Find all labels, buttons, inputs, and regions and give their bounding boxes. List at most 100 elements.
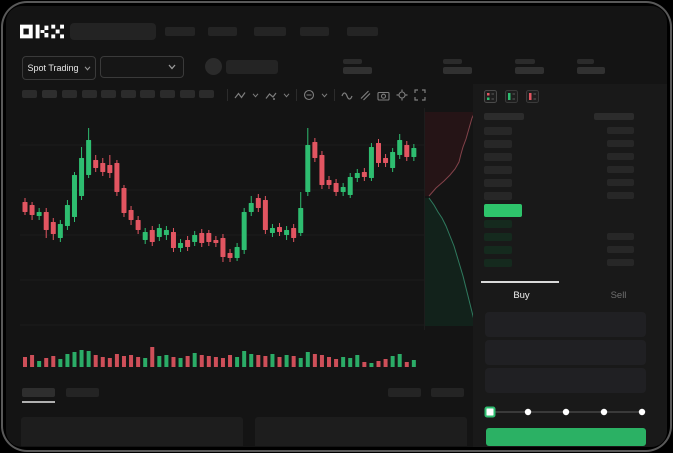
slider-step-dot[interactable]	[638, 408, 646, 416]
volume-bar	[220, 358, 225, 367]
ask-row-price-placeholder[interactable]	[484, 140, 512, 148]
volume-bar	[390, 356, 395, 367]
orders-tab-active-placeholder[interactable]	[22, 388, 55, 397]
nav-item-placeholder[interactable]	[165, 27, 195, 36]
bid-row-size-placeholder	[607, 233, 634, 240]
volume-bar	[51, 356, 56, 367]
ask-row-price-placeholder[interactable]	[484, 166, 512, 174]
ask-row-price-placeholder[interactable]	[484, 153, 512, 161]
line-tool-icon[interactable]	[234, 90, 246, 101]
chevron-down-icon[interactable]	[252, 93, 259, 98]
sell-tab-label: Sell	[610, 289, 627, 301]
interval-button-placeholder[interactable]	[101, 90, 116, 98]
nav-item-placeholder[interactable]	[208, 27, 237, 36]
volume-bar	[319, 355, 324, 367]
pair-dropdown[interactable]	[100, 56, 184, 78]
buy-button[interactable]	[486, 428, 646, 446]
interval-button-placeholder[interactable]	[42, 90, 57, 98]
volume-bar	[86, 351, 91, 367]
slider-step-dot[interactable]	[562, 408, 570, 416]
candle	[404, 145, 410, 157]
slider-step-dot[interactable]	[600, 408, 608, 416]
search-input[interactable]	[70, 23, 156, 40]
book-view-bids-icon[interactable]	[505, 90, 518, 103]
volume-bar	[256, 355, 261, 367]
candle	[298, 208, 304, 233]
orders-tab-placeholder[interactable]	[66, 388, 99, 397]
volume-bar	[23, 357, 27, 367]
slider-handle[interactable]	[484, 406, 496, 418]
candle	[86, 140, 92, 175]
market-type-selector[interactable]: Spot Trading	[22, 56, 96, 80]
orders-action-placeholder[interactable]	[431, 388, 464, 397]
volume-bar	[178, 358, 183, 367]
volume-bar	[355, 355, 360, 367]
ask-row-price-placeholder[interactable]	[484, 192, 512, 200]
stat-label-placeholder	[343, 59, 362, 64]
candlestick-chart[interactable]	[20, 108, 426, 336]
interval-button-placeholder[interactable]	[22, 90, 37, 98]
volume-bar	[37, 361, 42, 367]
interval-button-placeholder[interactable]	[160, 90, 175, 98]
volume-bar	[65, 354, 70, 367]
orders-table-placeholder	[21, 417, 243, 446]
candle	[411, 148, 417, 157]
orders-action-placeholder[interactable]	[388, 388, 421, 397]
active-tab-underline	[22, 401, 55, 403]
volume-bar	[327, 357, 332, 367]
nav-item-placeholder[interactable]	[347, 27, 378, 36]
interval-button-placeholder[interactable]	[121, 90, 136, 98]
slider-step-dot[interactable]	[524, 408, 532, 416]
candle	[93, 160, 99, 168]
candle	[185, 240, 191, 247]
volume-bar	[341, 357, 346, 367]
nav-item-placeholder[interactable]	[300, 27, 329, 36]
volume-bar	[270, 354, 275, 367]
volume-bar	[298, 358, 303, 367]
chevron-down-icon[interactable]	[321, 93, 328, 98]
stat-value-placeholder	[515, 67, 544, 74]
measure-tool-icon[interactable]	[359, 89, 371, 101]
amount-slider[interactable]	[473, 402, 667, 422]
candle	[142, 232, 148, 240]
interval-button-placeholder[interactable]	[82, 90, 97, 98]
camera-icon[interactable]	[377, 90, 390, 101]
interval-button-placeholder[interactable]	[180, 90, 195, 98]
chevron-down-icon[interactable]	[283, 93, 290, 98]
candle	[57, 224, 63, 238]
volume-bar	[376, 361, 381, 367]
bid-row-price-placeholder[interactable]	[484, 246, 512, 254]
interval-button-placeholder[interactable]	[140, 90, 155, 98]
tab-buy[interactable]: Buy	[473, 288, 570, 302]
candle	[340, 187, 346, 192]
candle	[376, 143, 381, 163]
okx-logo	[20, 24, 64, 39]
ask-row-price-placeholder[interactable]	[484, 179, 512, 187]
candle	[71, 175, 77, 217]
candle	[262, 200, 268, 230]
bid-row-price-placeholder[interactable]	[484, 220, 512, 228]
book-view-asks-icon[interactable]	[526, 90, 539, 103]
wave-tool-icon[interactable]	[341, 90, 353, 101]
ask-row-price-placeholder[interactable]	[484, 127, 512, 135]
interval-button-placeholder[interactable]	[199, 90, 214, 98]
price-input[interactable]	[485, 312, 646, 337]
tab-sell[interactable]: Sell	[570, 288, 667, 302]
nav-item-placeholder[interactable]	[254, 27, 286, 36]
ask-row-size-placeholder	[607, 140, 634, 147]
gear-icon[interactable]	[396, 89, 408, 101]
book-view-all-icon[interactable]	[484, 90, 497, 103]
amount-input[interactable]	[485, 340, 646, 365]
volume-bar	[249, 354, 254, 367]
indicator-tool-icon[interactable]	[303, 89, 315, 101]
interval-button-placeholder[interactable]	[62, 90, 77, 98]
volume-bar	[411, 360, 416, 367]
volume-bar	[383, 359, 388, 367]
candle	[170, 232, 176, 248]
bid-row-price-placeholder[interactable]	[484, 259, 512, 267]
fullscreen-icon[interactable]	[414, 89, 426, 101]
total-input[interactable]	[485, 368, 646, 393]
ask-row-size-placeholder	[607, 166, 634, 173]
trend-tool-icon[interactable]	[265, 90, 277, 101]
bid-row-price-placeholder[interactable]	[484, 233, 512, 241]
